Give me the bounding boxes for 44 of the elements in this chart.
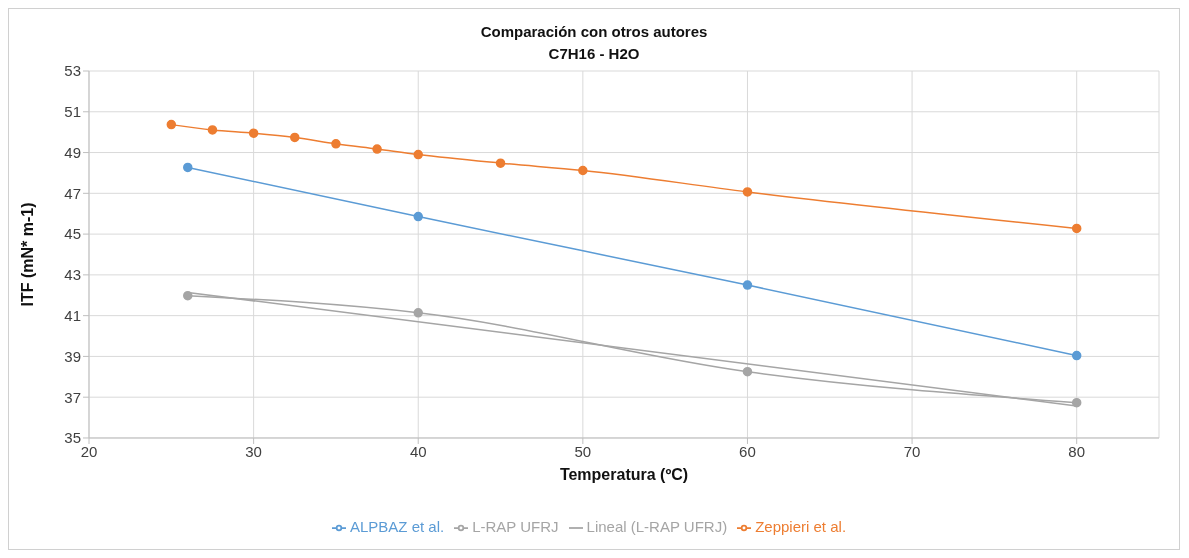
point [207,125,218,135]
point [183,162,193,173]
y-tick-label: 51 [64,103,81,121]
y-tick-label: 47 [64,184,81,202]
point [413,149,423,160]
point [331,139,341,149]
y-tick-label: 45 [64,225,81,243]
y-tick-label: 41 [64,306,81,324]
x-axis-title: Temperatura (ºC) [559,465,689,483]
point [578,165,588,176]
chart-subtitle: C7H16 - H2O [548,45,640,62]
chart-title: Comparación con otros autores [479,22,709,42]
y-tick-label: 43 [64,266,81,284]
point [495,158,506,168]
legend-label: ALPBAZ et al. [349,517,445,535]
x-tick-label: 70 [903,442,921,460]
y-tick-label: 53 [64,62,81,80]
y-tick-label: 39 [64,347,81,365]
legend-label: Lineal (L-RAP UFRJ) [586,517,728,535]
point [1071,397,1082,408]
y-axis-title: ITF (mN* m-1) [18,202,36,307]
point [248,128,259,138]
point [1071,223,1082,234]
x-tick-label: 40 [409,442,427,460]
x-tick-label: 30 [245,442,262,460]
x-tick-label: 20 [80,442,98,460]
legend-label: Zeppieri et al. [755,517,847,535]
point [742,366,753,377]
y-tick-label: 49 [64,143,81,161]
point [1071,350,1082,361]
point [183,290,193,301]
x-tick-label: 50 [574,442,592,460]
point [742,187,753,197]
y-tick-label: 37 [64,388,81,406]
point [290,132,300,143]
point [166,119,177,130]
legend-label: L-RAP UFRJ [472,517,559,535]
point [742,280,753,290]
x-tick-label: 80 [1068,442,1086,460]
point [372,144,382,154]
point [413,308,423,318]
x-tick-label: 60 [739,442,756,460]
y-tick-label: 35 [64,429,81,447]
point [413,211,423,222]
